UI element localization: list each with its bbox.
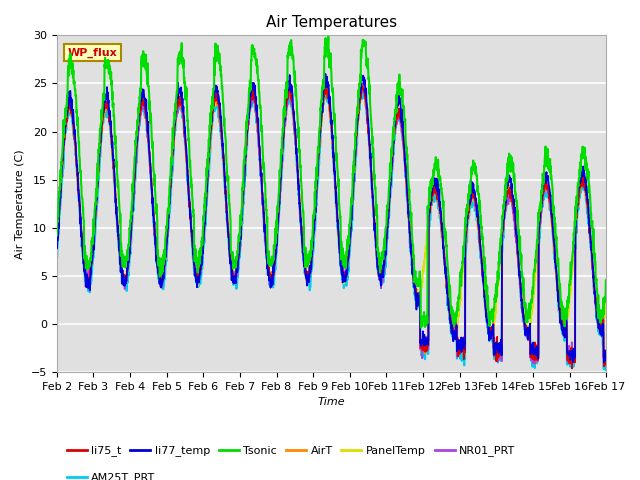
li77_temp: [602, 350, 610, 356]
Tsonic: [360, 38, 367, 44]
NR01_PRT: [206, 138, 214, 144]
Line: NR01_PRT: NR01_PRT: [57, 81, 606, 366]
li77_temp: [554, 298, 562, 304]
PanelTemp: [360, 78, 367, 84]
li75_t: [602, 356, 610, 362]
PanelTemp: [492, 303, 499, 309]
li77_temp: [492, 352, 499, 358]
li77_temp: [570, 346, 577, 351]
NR01_PRT: [570, 356, 577, 362]
Tsonic: [206, 129, 214, 134]
AM25T_PRT: [53, 258, 61, 264]
PanelTemp: [348, 216, 355, 222]
Tsonic: [570, 241, 577, 247]
PanelTemp: [602, 297, 610, 302]
AM25T_PRT: [360, 90, 367, 96]
AM25T_PRT: [570, 356, 577, 361]
NR01_PRT: [554, 283, 562, 288]
AM25T_PRT: [358, 85, 366, 91]
Tsonic: [417, 324, 425, 330]
Line: AM25T_PRT: AM25T_PRT: [57, 88, 606, 370]
Tsonic: [602, 287, 610, 293]
AirT: [554, 296, 562, 302]
NR01_PRT: [360, 84, 367, 90]
PanelTemp: [360, 88, 367, 94]
NR01_PRT: [600, 363, 607, 369]
li77_temp: [348, 217, 355, 223]
AM25T_PRT: [554, 295, 562, 300]
AirT: [206, 140, 214, 146]
NR01_PRT: [53, 245, 61, 251]
Title: Air Temperatures: Air Temperatures: [266, 15, 397, 30]
PanelTemp: [206, 138, 214, 144]
li75_t: [360, 86, 367, 92]
AirT: [532, 361, 540, 367]
li75_t: [348, 214, 355, 219]
AirT: [348, 210, 355, 216]
X-axis label: Time: Time: [317, 397, 346, 408]
AirT: [492, 349, 499, 355]
PanelTemp: [488, 335, 495, 340]
Line: li75_t: li75_t: [57, 86, 606, 369]
AM25T_PRT: [492, 349, 499, 355]
Line: AirT: AirT: [57, 84, 606, 364]
Tsonic: [53, 224, 61, 229]
li75_t: [358, 84, 366, 89]
NR01_PRT: [492, 348, 499, 354]
li77_temp: [206, 132, 214, 137]
AM25T_PRT: [602, 367, 609, 373]
AM25T_PRT: [602, 361, 610, 367]
Tsonic: [492, 299, 499, 305]
PanelTemp: [554, 290, 562, 296]
NR01_PRT: [602, 359, 610, 364]
Tsonic: [554, 256, 562, 262]
li77_temp: [360, 78, 367, 84]
NR01_PRT: [322, 78, 330, 84]
AirT: [360, 84, 367, 90]
li77_temp: [322, 71, 330, 77]
AirT: [53, 241, 61, 247]
Line: Tsonic: Tsonic: [57, 36, 606, 327]
Tsonic: [348, 198, 355, 204]
li75_t: [554, 290, 562, 296]
AM25T_PRT: [348, 229, 355, 235]
NR01_PRT: [348, 214, 355, 219]
PanelTemp: [570, 252, 577, 258]
li75_t: [206, 142, 214, 147]
li75_t: [568, 366, 576, 372]
li77_temp: [53, 242, 61, 248]
Legend: AM25T_PRT: AM25T_PRT: [62, 468, 160, 480]
AirT: [359, 81, 367, 86]
Line: li77_temp: li77_temp: [57, 74, 606, 362]
Tsonic: [324, 34, 332, 39]
li77_temp: [569, 360, 577, 365]
li75_t: [53, 242, 61, 248]
AirT: [570, 352, 577, 358]
AirT: [602, 358, 610, 364]
li75_t: [570, 358, 577, 364]
AM25T_PRT: [206, 154, 214, 160]
PanelTemp: [53, 239, 61, 244]
Y-axis label: Air Temperature (C): Air Temperature (C): [15, 149, 25, 259]
li75_t: [492, 351, 499, 357]
Text: WP_flux: WP_flux: [68, 48, 117, 58]
Line: PanelTemp: PanelTemp: [57, 81, 606, 337]
